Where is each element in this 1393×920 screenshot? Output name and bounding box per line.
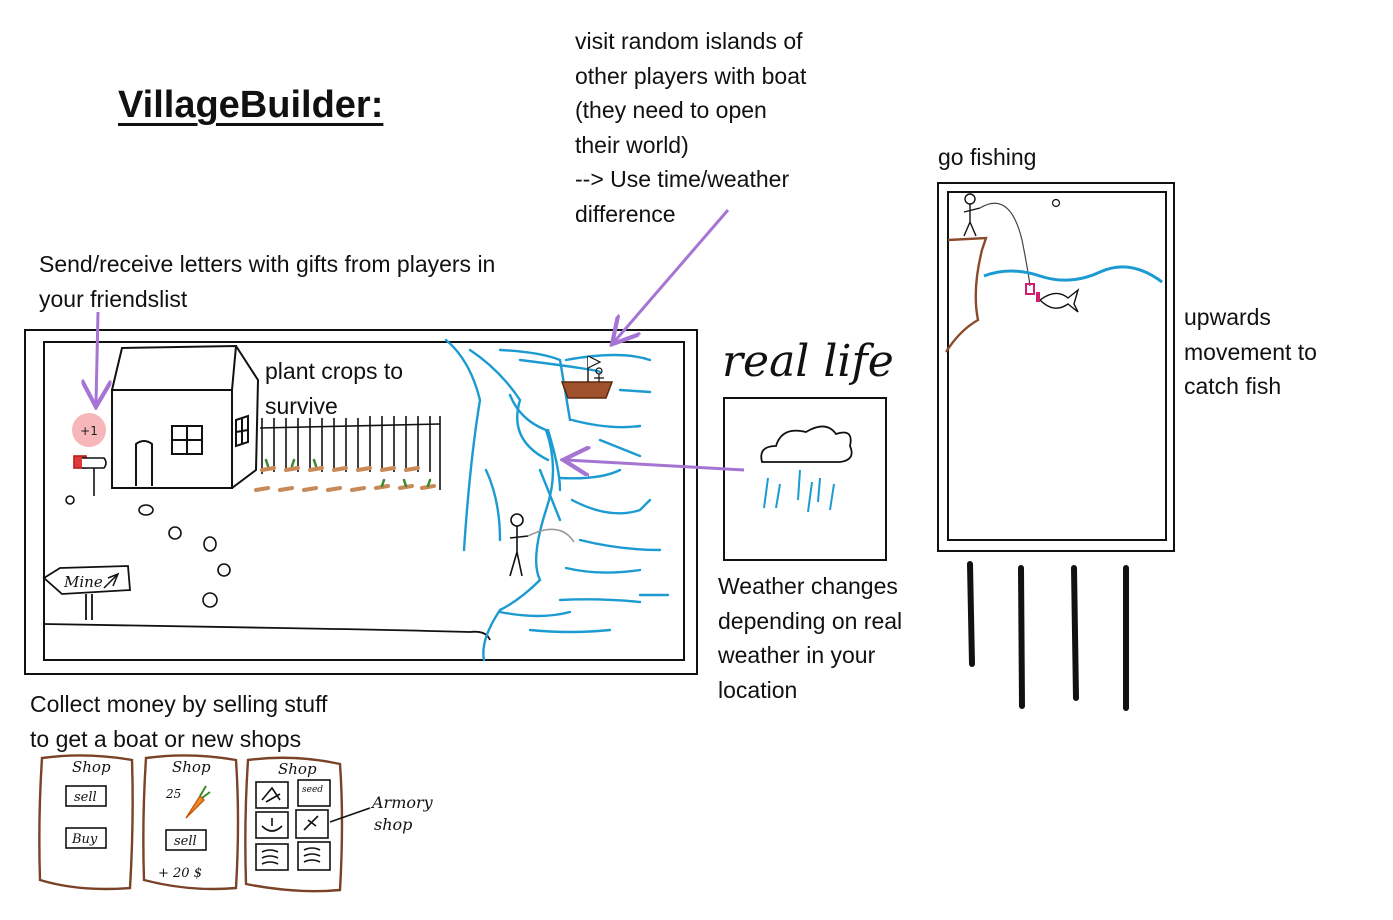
- boat-drawing: [560, 355, 614, 399]
- upwards-motion-lines: [967, 561, 1129, 711]
- gift-badge-label: +1: [80, 424, 98, 438]
- shop-screen-3: Shop seed: [244, 756, 371, 893]
- page-title: VillageBuilder:: [118, 84, 384, 126]
- annotation-arrows: [96, 209, 745, 470]
- armory-shop-label: Armory shop: [370, 793, 438, 834]
- letters-note: Send/receive letters with gifts from pla…: [39, 251, 496, 312]
- mailbox-drawing: [73, 455, 107, 496]
- gift-badge: +1: [72, 413, 106, 447]
- real-life-label: real life: [722, 336, 894, 387]
- money-note: Collect money by selling stuff to get a …: [30, 691, 328, 752]
- shop1-buy: Buy: [71, 832, 98, 847]
- weather-window: [723, 397, 887, 561]
- shop1-title: Shop: [72, 758, 111, 776]
- shop3-seed: seed: [302, 785, 323, 795]
- shop-screen-1: Shop sell Buy: [38, 754, 134, 891]
- shop-screen-2: Shop 25 sell + 20 $: [142, 754, 240, 891]
- shop2-price: 25: [165, 787, 181, 801]
- visit-islands-note: visit random islands of other players wi…: [575, 28, 807, 227]
- upwards-note: upwards movement to catch fish: [1184, 304, 1317, 399]
- fishing-screen: [937, 182, 1175, 552]
- shop1-sell: sell: [74, 790, 97, 805]
- game-screen-frame: [24, 329, 698, 675]
- crop-field: [254, 458, 436, 492]
- crops-note: plant crops to survive: [265, 358, 404, 419]
- path-stones: [65, 495, 231, 608]
- fishing-note: go fishing: [938, 144, 1037, 170]
- shop2-title: Shop: [172, 758, 211, 776]
- shop2-gain: + 20 $: [158, 866, 202, 881]
- fisher-figure: [509, 513, 575, 577]
- house-drawing: [111, 344, 260, 489]
- weather-note: Weather changes depending on real weathe…: [718, 573, 903, 703]
- ground-line: [43, 623, 491, 641]
- shop3-title: Shop: [278, 760, 317, 778]
- fence-drawing: [259, 416, 441, 490]
- mine-sign: Mine: [42, 565, 131, 620]
- river-water: [444, 338, 670, 662]
- mine-sign-label: Mine: [63, 573, 103, 591]
- shop2-sell: sell: [174, 834, 197, 849]
